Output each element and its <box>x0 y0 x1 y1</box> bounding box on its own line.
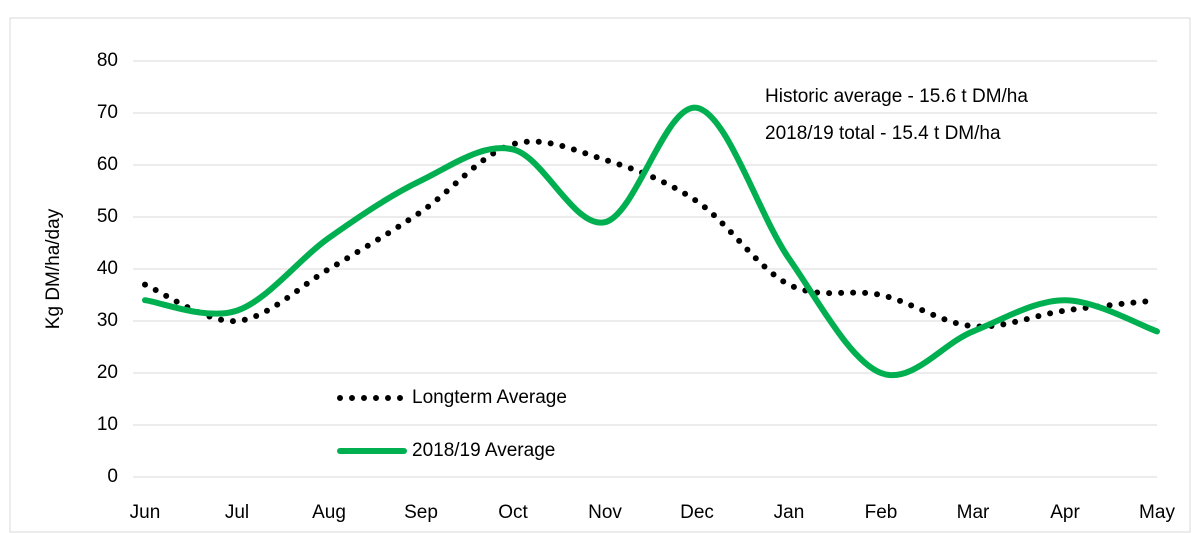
legend-label: 2018/19 Average <box>412 440 555 461</box>
line-series <box>142 104 1160 379</box>
y-tick-label: 30 <box>97 310 118 331</box>
y-tick-label: 20 <box>97 362 118 383</box>
x-tick-label: Jul <box>225 502 249 523</box>
x-tick-label: Jan <box>774 502 805 523</box>
annotation: 2018/19 total - 15.4 t DM/ha <box>765 123 1001 144</box>
legend-label: Longterm Average <box>412 387 567 408</box>
chart-frame <box>9 17 1191 533</box>
y-tick-label: 40 <box>97 258 118 279</box>
x-tick-label: Nov <box>588 502 622 523</box>
y-axis-label: Kg DM/ha/day <box>43 208 64 329</box>
annotation: Historic average - 15.6 t DM/ha <box>765 86 1028 107</box>
y-tick-label: 70 <box>97 102 118 123</box>
y-tick-label: 60 <box>97 154 118 175</box>
y-tick-label: 10 <box>97 414 118 435</box>
x-tick-label: Feb <box>865 502 898 523</box>
x-tick-label: Oct <box>498 502 528 523</box>
x-tick-label: Jun <box>130 502 161 523</box>
x-tick-label: Sep <box>404 502 438 523</box>
y-tick-label: 80 <box>97 50 118 71</box>
x-tick-label: Mar <box>957 502 990 523</box>
x-tick-label: May <box>1139 502 1175 523</box>
y-tick-label: 50 <box>97 206 118 227</box>
x-tick-label: Aug <box>312 502 346 523</box>
x-tick-label: Dec <box>680 502 714 523</box>
y-tick-label: 0 <box>107 466 118 487</box>
x-tick-label: Apr <box>1050 502 1080 523</box>
